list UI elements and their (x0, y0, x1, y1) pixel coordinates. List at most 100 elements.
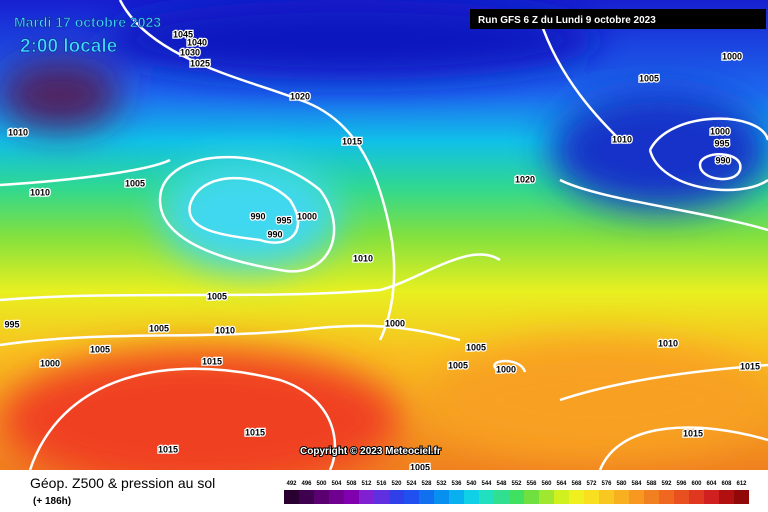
isobar-label: 1020 (290, 91, 310, 101)
scale-swatch (374, 490, 389, 504)
isobar-label: 1015 (158, 444, 178, 454)
isobar-label: 1005 (149, 323, 169, 333)
scale-swatch (629, 490, 644, 504)
isobar-label: 1010 (612, 134, 632, 144)
scale-label: 572 (586, 481, 597, 487)
scale-swatch (734, 490, 749, 504)
isobar-label: 995 (4, 319, 19, 329)
scale-swatch (344, 490, 359, 504)
map-field (0, 0, 768, 490)
isobar-label: 1005 (207, 291, 227, 301)
scale-swatch (644, 490, 659, 504)
scale-swatch (479, 490, 494, 504)
isobar-label: 1000 (722, 51, 742, 61)
isobar-label: 1000 (710, 126, 730, 136)
isobar-label: 990 (267, 229, 282, 239)
scale-label: 564 (556, 481, 567, 487)
run-info: Run GFS 6 Z du Lundi 9 octobre 2023 (478, 15, 656, 26)
scale-label: 612 (736, 481, 747, 487)
scale-label: 552 (511, 481, 522, 487)
scale-swatch (659, 490, 674, 504)
isobar-label: 990 (250, 211, 265, 221)
footer-lead: (+ 186h) (33, 496, 71, 507)
scale-label: 540 (466, 481, 477, 487)
isobar-label: 1040 (187, 37, 207, 47)
color-scale: 492 496 500 504 508 512 516 520 524 528 532 536 540 5… (284, 481, 749, 504)
isobar-label: 1015 (342, 136, 362, 146)
scale-swatch (554, 490, 569, 504)
scale-swatch (584, 490, 599, 504)
scale-swatch (449, 490, 464, 504)
scale-label: 516 (376, 481, 387, 487)
isobar-label: 1010 (658, 338, 678, 348)
scale-swatch (389, 490, 404, 504)
scale-label: 608 (721, 481, 732, 487)
scale-label: 600 (691, 481, 702, 487)
scale-swatch (434, 490, 449, 504)
scale-label: 584 (631, 481, 642, 487)
isobar-label: 1010 (353, 253, 373, 263)
isobar-label: 1010 (8, 127, 28, 137)
scale-label: 544 (481, 481, 492, 487)
isobar-label: 1005 (448, 360, 468, 370)
scale-swatch (719, 490, 734, 504)
scale-label: 576 (601, 481, 612, 487)
scale-swatch (614, 490, 629, 504)
isobar-label: 1005 (639, 73, 659, 83)
scale-label: 532 (436, 481, 447, 487)
isobar-label: 1005 (90, 344, 110, 354)
isobar-label: 990 (715, 155, 730, 165)
scale-label: 556 (526, 481, 537, 487)
date: Mardi 17 octobre 2023 (14, 14, 161, 30)
scale-swatch (464, 490, 479, 504)
run-banner (470, 9, 766, 29)
scale-swatch (524, 490, 539, 504)
scale-label: 500 (316, 481, 327, 487)
scale-label: 520 (391, 481, 402, 487)
scale-swatch (314, 490, 329, 504)
isobar-label: 1045 (173, 29, 193, 39)
scale-label: 524 (406, 481, 417, 487)
scale-label: 592 (661, 481, 672, 487)
scale-swatch (689, 490, 704, 504)
scale-swatch (494, 490, 509, 504)
scale-swatch (599, 490, 614, 504)
isobar-label: 1000 (496, 364, 516, 374)
scale-swatch (404, 490, 419, 504)
local-time: 2:00 locale (20, 36, 117, 57)
isobar-label: 1015 (245, 427, 265, 437)
copyright: Copyright © 2023 Meteociel.fr (300, 446, 441, 457)
scale-swatch (419, 490, 434, 504)
scale-label: 528 (421, 481, 432, 487)
scale-swatch (329, 490, 344, 504)
scale-label: 560 (541, 481, 552, 487)
scale-swatch (299, 490, 314, 504)
isobar-label: 1015 (740, 361, 760, 371)
scale-label: 512 (361, 481, 372, 487)
isobar-label: 1015 (202, 356, 222, 366)
isobar-label: 1030 (180, 47, 200, 57)
isobar-label: 1010 (215, 325, 235, 335)
footer-title: Géop. Z500 & pression au sol (30, 475, 215, 491)
scale-swatch (359, 490, 374, 504)
isobar-label: 1000 (40, 358, 60, 368)
scale-swatch (509, 490, 524, 504)
isobar-label: 1000 (297, 211, 317, 221)
scale-swatch (284, 490, 299, 504)
scale-swatch (539, 490, 554, 504)
scale-label: 580 (616, 481, 627, 487)
isobar-label: 1005 (466, 342, 486, 352)
isobar-label: 995 (276, 215, 291, 225)
scale-label: 504 (331, 481, 342, 487)
scale-label: 508 (346, 481, 357, 487)
scale-label: 492 (286, 481, 297, 487)
scale-label: 536 (451, 481, 462, 487)
scale-swatch (569, 490, 584, 504)
scale-label: 548 (496, 481, 507, 487)
isobar-label: 1000 (385, 318, 405, 328)
scale-label: 596 (676, 481, 687, 487)
scale-label: 568 (571, 481, 582, 487)
scale-label: 496 (301, 481, 312, 487)
isobar-label: 1015 (683, 428, 703, 438)
